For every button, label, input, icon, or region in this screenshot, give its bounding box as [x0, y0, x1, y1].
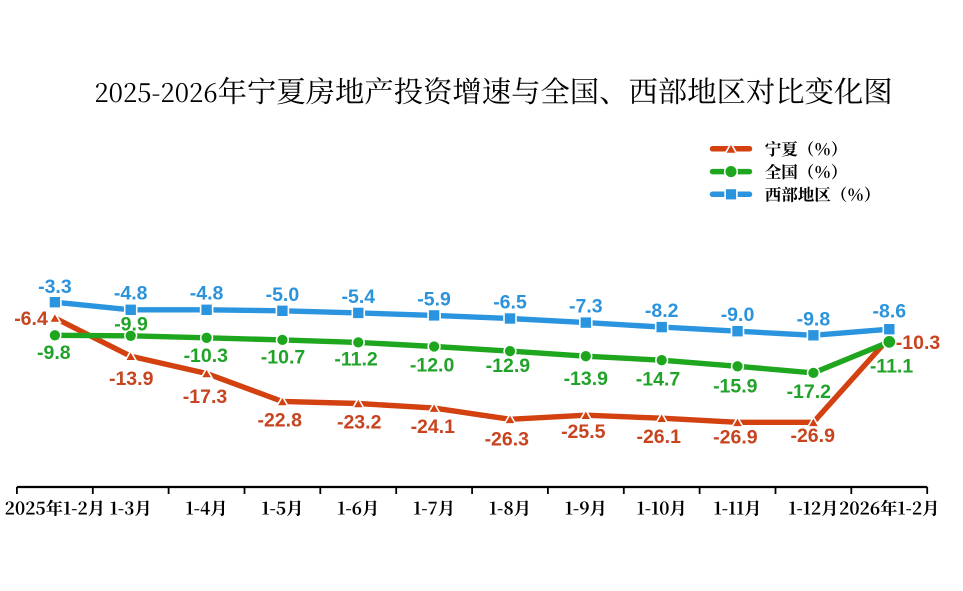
svg-text:-7.3: -7.3	[569, 296, 603, 318]
svg-text:-12.0: -12.0	[410, 354, 455, 376]
svg-text:-5.0: -5.0	[266, 284, 300, 306]
svg-text:-10.3: -10.3	[184, 345, 229, 367]
svg-text:-9.9: -9.9	[114, 313, 148, 335]
svg-text:-9.0: -9.0	[721, 304, 755, 326]
svg-text:-12.9: -12.9	[486, 355, 531, 377]
svg-text:-8.2: -8.2	[645, 300, 679, 322]
svg-text:-25.5: -25.5	[561, 421, 606, 443]
svg-text:-13.9: -13.9	[564, 368, 609, 390]
svg-text:-10.7: -10.7	[261, 347, 305, 369]
svg-text:-17.2: -17.2	[787, 381, 832, 403]
svg-text:-14.7: -14.7	[636, 369, 680, 391]
svg-text:-22.8: -22.8	[257, 409, 302, 431]
svg-text:-13.9: -13.9	[109, 368, 154, 390]
svg-text:-15.9: -15.9	[713, 375, 758, 397]
svg-text:-4.8: -4.8	[114, 283, 148, 305]
svg-text:-26.9: -26.9	[790, 425, 835, 447]
svg-text:-26.1: -26.1	[636, 426, 681, 448]
svg-text:-9.8: -9.8	[37, 342, 71, 364]
svg-text:-23.2: -23.2	[337, 411, 382, 433]
svg-text:-5.4: -5.4	[341, 286, 375, 308]
svg-text:-5.9: -5.9	[417, 288, 451, 310]
svg-text:-3.3: -3.3	[38, 276, 72, 298]
svg-text:-6.4: -6.4	[14, 308, 48, 330]
svg-text:-10.3: -10.3	[896, 332, 941, 354]
svg-text:-4.8: -4.8	[190, 283, 224, 305]
svg-text:-24.1: -24.1	[411, 416, 456, 438]
svg-text:-26.3: -26.3	[485, 429, 530, 451]
svg-text:-26.9: -26.9	[713, 426, 758, 448]
svg-text:-11.1: -11.1	[870, 355, 914, 377]
svg-text:-6.5: -6.5	[493, 292, 527, 314]
svg-text:-8.6: -8.6	[872, 301, 906, 323]
svg-text:-11.2: -11.2	[334, 349, 378, 371]
svg-text:-9.8: -9.8	[797, 308, 831, 330]
svg-text:-17.3: -17.3	[183, 386, 228, 408]
